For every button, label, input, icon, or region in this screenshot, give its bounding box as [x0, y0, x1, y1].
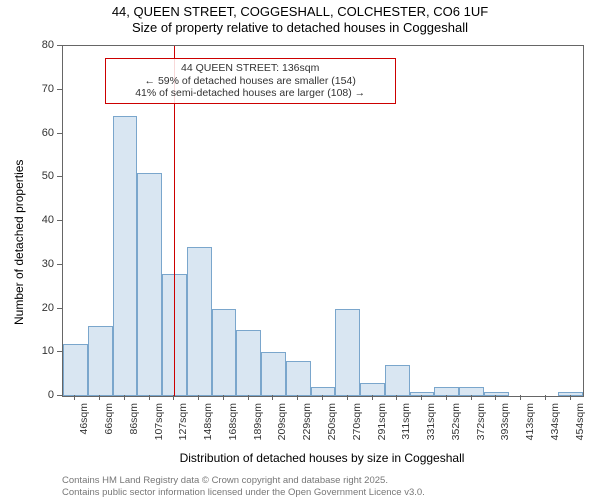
x-tick-label: 331sqm [425, 403, 437, 440]
y-tick-label: 80 [0, 39, 54, 51]
x-tick-label: 311sqm [400, 403, 412, 440]
bar [286, 361, 311, 396]
y-tick [57, 308, 62, 309]
x-tick [74, 395, 75, 400]
annotation-line1: 44 QUEEN STREET: 136sqm [112, 62, 389, 75]
bar [360, 383, 385, 396]
x-tick-label: 46sqm [78, 403, 90, 435]
x-tick [297, 395, 298, 400]
bar [261, 352, 286, 396]
x-tick-label: 250sqm [326, 403, 338, 440]
y-tick-label: 10 [0, 345, 54, 357]
x-tick-label: 413sqm [524, 403, 536, 440]
footer-line1: Contains HM Land Registry data © Crown c… [62, 475, 425, 486]
plot-area: 44 QUEEN STREET: 136sqm← 59% of detached… [62, 45, 584, 397]
x-tick [149, 395, 150, 400]
x-tick [570, 395, 571, 400]
y-tick [57, 351, 62, 352]
y-tick [57, 176, 62, 177]
chart-footer: Contains HM Land Registry data © Crown c… [62, 475, 425, 498]
x-tick-label: 66sqm [103, 403, 115, 435]
x-tick-label: 148sqm [202, 403, 214, 440]
chart-title: 44, QUEEN STREET, COGGESHALL, COLCHESTER… [0, 4, 600, 35]
x-tick [446, 395, 447, 400]
x-tick-label: 372sqm [475, 403, 487, 440]
x-tick [520, 395, 521, 400]
annotation-line3: 41% of semi-detached houses are larger (… [112, 87, 389, 100]
x-tick [198, 395, 199, 400]
x-tick-label: 434sqm [549, 403, 561, 440]
footer-line2: Contains public sector information licen… [62, 487, 425, 498]
bar [385, 365, 410, 396]
x-tick-label: 291sqm [376, 403, 388, 440]
x-tick [223, 395, 224, 400]
x-tick-label: 189sqm [252, 403, 264, 440]
x-tick [173, 395, 174, 400]
bar [113, 116, 138, 396]
bar [88, 326, 113, 396]
x-tick-label: 127sqm [177, 403, 189, 440]
chart-container: 44, QUEEN STREET, COGGESHALL, COLCHESTER… [0, 0, 600, 500]
x-tick [124, 395, 125, 400]
bar [434, 387, 459, 396]
y-tick [57, 264, 62, 265]
y-tick-label: 70 [0, 83, 54, 95]
x-tick-label: 270sqm [351, 403, 363, 440]
annotation-line2: ← 59% of detached houses are smaller (15… [112, 75, 389, 88]
y-axis-title: Number of detached properties [12, 160, 26, 325]
y-tick [57, 395, 62, 396]
y-tick-label: 0 [0, 389, 54, 401]
y-tick [57, 133, 62, 134]
bar [236, 330, 261, 396]
bar [212, 309, 237, 397]
x-tick-label: 209sqm [276, 403, 288, 440]
y-tick [57, 45, 62, 46]
y-tick-label: 50 [0, 170, 54, 182]
bar [187, 247, 212, 396]
x-tick-label: 168sqm [227, 403, 239, 440]
x-tick [471, 395, 472, 400]
x-tick-label: 107sqm [153, 403, 165, 440]
x-tick-label: 229sqm [301, 403, 313, 440]
title-line1: 44, QUEEN STREET, COGGESHALL, COLCHESTER… [0, 4, 600, 20]
x-tick [248, 395, 249, 400]
bar [459, 387, 484, 396]
x-tick [372, 395, 373, 400]
title-line2: Size of property relative to detached ho… [0, 20, 600, 36]
y-tick-label: 30 [0, 258, 54, 270]
x-tick [322, 395, 323, 400]
x-tick [99, 395, 100, 400]
x-tick [421, 395, 422, 400]
x-tick-label: 454sqm [574, 403, 586, 440]
bar [63, 344, 88, 397]
x-tick [347, 395, 348, 400]
x-tick [545, 395, 546, 400]
x-tick-label: 352sqm [450, 403, 462, 440]
y-tick-label: 60 [0, 127, 54, 139]
bar [558, 392, 583, 396]
bar [335, 309, 360, 397]
bar [137, 173, 162, 396]
x-tick [272, 395, 273, 400]
y-tick [57, 220, 62, 221]
x-axis-title: Distribution of detached houses by size … [62, 451, 582, 465]
x-tick [495, 395, 496, 400]
x-tick-label: 393sqm [499, 403, 511, 440]
x-tick-label: 86sqm [128, 403, 140, 435]
annotation-box: 44 QUEEN STREET: 136sqm← 59% of detached… [105, 58, 396, 104]
y-tick-label: 20 [0, 302, 54, 314]
y-tick-label: 40 [0, 214, 54, 226]
x-tick [396, 395, 397, 400]
y-tick [57, 89, 62, 90]
